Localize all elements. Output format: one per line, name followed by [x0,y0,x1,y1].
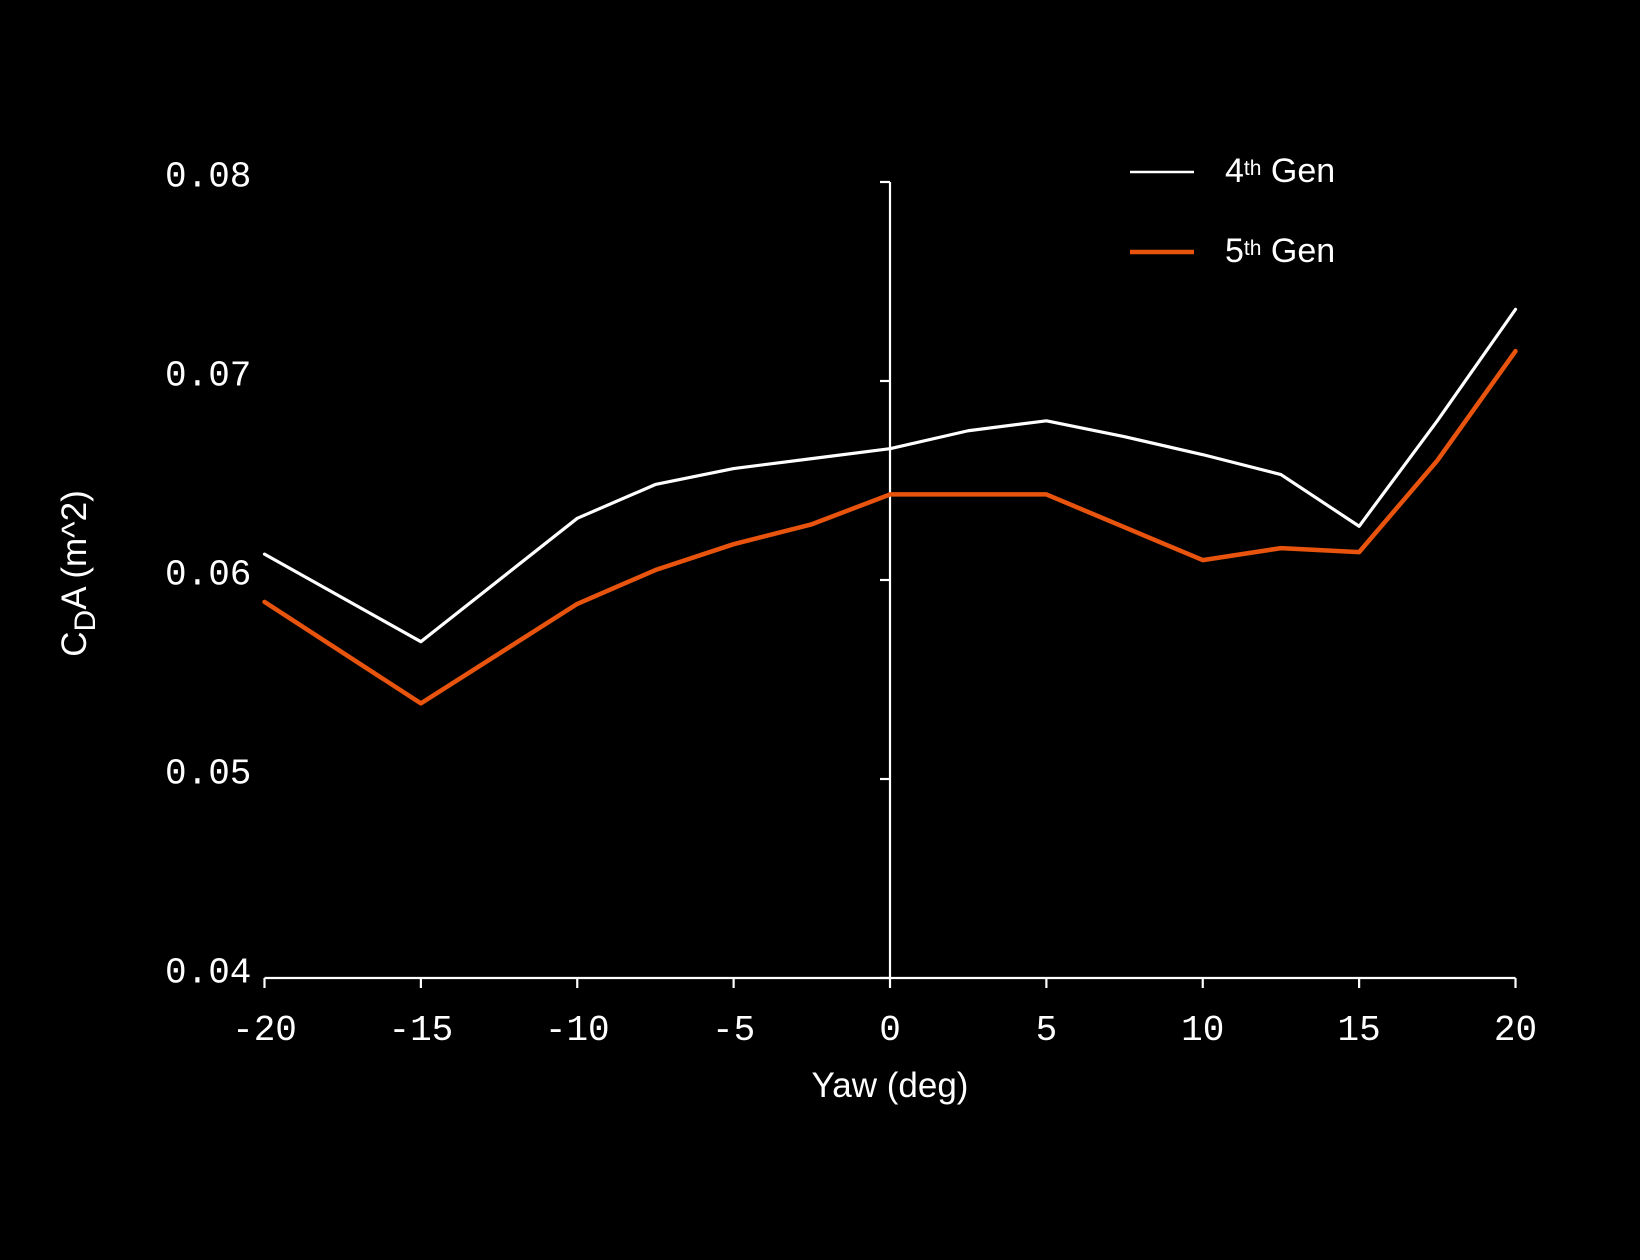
svg-text:15: 15 [1338,1010,1381,1051]
svg-text:5: 5 [1036,1010,1058,1051]
svg-text:5th Gen: 5th Gen [1225,232,1335,270]
svg-text:0.07: 0.07 [165,356,251,397]
svg-text:0.08: 0.08 [165,157,251,198]
svg-text:-20: -20 [232,1010,297,1051]
svg-text:-10: -10 [545,1010,610,1051]
svg-text:0: 0 [879,1010,901,1051]
svg-text:20: 20 [1494,1010,1537,1051]
svg-text:0.06: 0.06 [165,555,251,596]
svg-text:10: 10 [1181,1010,1224,1051]
svg-text:-15: -15 [388,1010,453,1051]
svg-text:-5: -5 [712,1010,755,1051]
svg-text:0.05: 0.05 [165,754,251,795]
svg-text:4th Gen: 4th Gen [1225,152,1335,190]
svg-text:0.04: 0.04 [165,953,251,994]
svg-text:Yaw (deg): Yaw (deg) [812,1066,969,1105]
